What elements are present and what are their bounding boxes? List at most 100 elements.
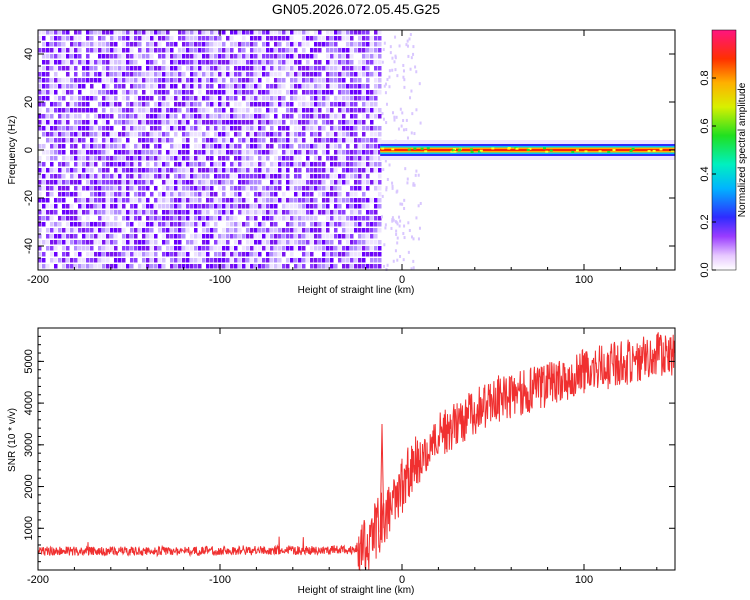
- heatmap-cell: [130, 30, 134, 35]
- heatmap-cell: [262, 174, 266, 179]
- heatmap-cell: [370, 60, 374, 65]
- heatmap-cell: [246, 192, 250, 197]
- heatmap-cell: [286, 240, 290, 245]
- heatmap-cell: [354, 198, 358, 203]
- heatmap-cell: [306, 252, 310, 257]
- heatmap-cell: [290, 138, 294, 143]
- heatmap-cell: [102, 108, 106, 113]
- heatmap-cell: [62, 174, 66, 179]
- heatmap-cell: [362, 168, 366, 173]
- heatmap-cell: [94, 198, 98, 203]
- heatmap-cell: [310, 54, 314, 59]
- heatmap-cell: [242, 210, 246, 215]
- heatmap-cell: [38, 36, 42, 41]
- heatmap-cell: [206, 168, 210, 173]
- heatmap-cell: [378, 54, 382, 59]
- heatmap-cell: [158, 42, 162, 47]
- heatmap-cell: [575, 149, 579, 152]
- heatmap-cell: [158, 54, 162, 59]
- heatmap-cell: [206, 78, 210, 83]
- heatmap-cell: [322, 90, 326, 95]
- heatmap-cell: [54, 42, 58, 47]
- heatmap-cell: [294, 108, 298, 113]
- heatmap-cell: [114, 192, 118, 197]
- heatmap-cell: [146, 114, 150, 119]
- heatmap-cell: [290, 114, 294, 119]
- heatmap-cell: [186, 66, 190, 71]
- heatmap-cell: [218, 120, 222, 125]
- heatmap-cell: [194, 180, 198, 185]
- heatmap-cell: [290, 66, 294, 71]
- heatmap-cell: [38, 66, 42, 71]
- heatmap-cell: [214, 198, 218, 203]
- heatmap-cell: [226, 228, 230, 233]
- heatmap-cell: [202, 156, 206, 161]
- heatmap-cell: [170, 186, 174, 191]
- heatmap-cell: [298, 72, 302, 77]
- heatmap-cell: [270, 264, 274, 269]
- heatmap-cell: [114, 60, 118, 65]
- heatmap-cell: [46, 186, 50, 191]
- heatmap-cell: [166, 210, 170, 215]
- heatmap-cell: [118, 192, 122, 197]
- heatmap-cell: [146, 240, 150, 245]
- heatmap-cell: [42, 42, 46, 47]
- heatmap-cell: [70, 138, 74, 143]
- heatmap-cell: [106, 120, 110, 125]
- heatmap-cell: [150, 258, 154, 263]
- heatmap-cell: [246, 72, 250, 77]
- heatmap-cell: [170, 216, 174, 221]
- heatmap-cell: [210, 180, 214, 185]
- heatmap-cell: [142, 150, 146, 155]
- heatmap-cell: [186, 144, 190, 149]
- heatmap-cell: [266, 102, 270, 107]
- heatmap-cell: [491, 147, 495, 150]
- heatmap-cell: [258, 198, 262, 203]
- heatmap-cell: [130, 180, 134, 185]
- heatmap-cell: [198, 186, 202, 191]
- heatmap-cell: [318, 66, 322, 71]
- heatmap-cell: [388, 75, 391, 79]
- heatmap-cell: [270, 108, 274, 113]
- heatmap-cell: [631, 147, 635, 150]
- heatmap-cell: [306, 78, 310, 83]
- heatmap-cell: [42, 150, 46, 155]
- heatmap-cell: [102, 252, 106, 257]
- heatmap-cell: [266, 60, 270, 65]
- heatmap-cell: [162, 186, 166, 191]
- heatmap-cell: [334, 156, 338, 161]
- heatmap-cell: [391, 186, 394, 190]
- heatmap-cell: [270, 198, 274, 203]
- heatmap-cell: [194, 108, 198, 113]
- heatmap-cell: [274, 78, 278, 83]
- heatmap-cell: [302, 132, 306, 137]
- heatmap-cell: [158, 216, 162, 221]
- heatmap-cell: [306, 258, 310, 263]
- heatmap-cell: [102, 234, 106, 239]
- heatmap-cell: [401, 202, 404, 206]
- heatmap-cell: [326, 66, 330, 71]
- heatmap-cell: [278, 36, 282, 41]
- heatmap-cell: [346, 48, 350, 53]
- heatmap-cell: [118, 174, 122, 179]
- heatmap-cell: [310, 72, 314, 77]
- heatmap-cell: [74, 138, 78, 143]
- heatmap-cell: [362, 42, 366, 47]
- heatmap-cell: [362, 246, 366, 251]
- heatmap-cell: [246, 246, 250, 251]
- heatmap-cell: [334, 180, 338, 185]
- heatmap-cell: [186, 228, 190, 233]
- heatmap-cell: [214, 96, 218, 101]
- heatmap-cell: [138, 264, 142, 269]
- heatmap-cell: [62, 210, 66, 215]
- heatmap-cell: [162, 222, 166, 227]
- heatmap-cell: [238, 132, 242, 137]
- heatmap-cell: [314, 30, 318, 35]
- heatmap-cell: [154, 252, 158, 257]
- heatmap-cell: [314, 132, 318, 137]
- heatmap-cell: [94, 174, 98, 179]
- heatmap-cell: [58, 180, 62, 185]
- heatmap-cell: [314, 102, 318, 107]
- heatmap-cell: [528, 147, 532, 150]
- heatmap-cell: [54, 36, 58, 41]
